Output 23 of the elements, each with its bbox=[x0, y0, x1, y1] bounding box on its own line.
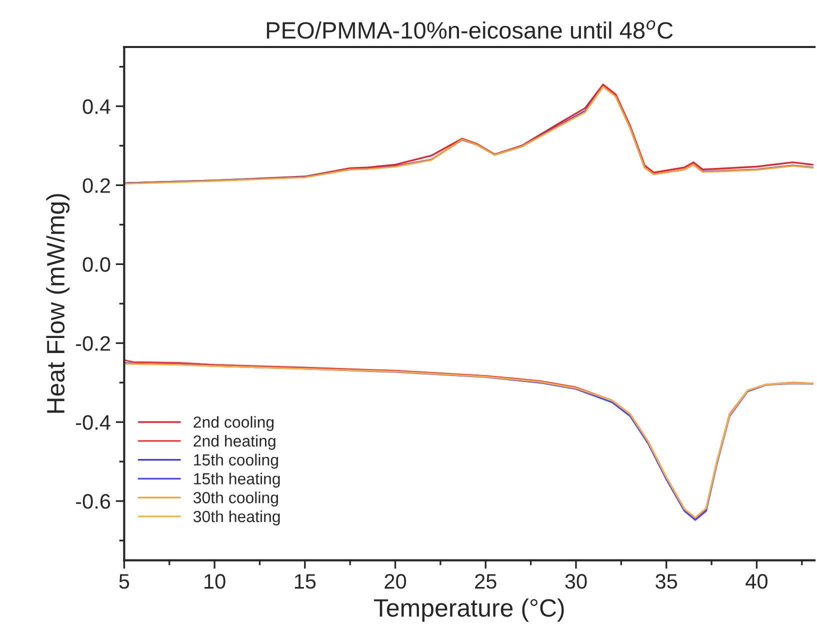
legend-label: 30th cooling bbox=[193, 492, 278, 506]
x-tick-label: 20 bbox=[384, 574, 406, 589]
x-tick-label: 10 bbox=[204, 574, 226, 589]
chart-title: PEO/PMMA-10%n-eicosane until 48$^{o}$C bbox=[266, 20, 673, 39]
legend-label: 2nd cooling bbox=[194, 416, 274, 431]
legend-label: 2nd heating bbox=[194, 434, 276, 450]
x-tick-label: 35 bbox=[656, 574, 678, 589]
x-tick-label: 5 bbox=[119, 574, 130, 589]
y-tick-label: -0.2 bbox=[76, 336, 110, 351]
y-tick-label: -0.4 bbox=[76, 415, 110, 430]
y-tick-label: 0.2 bbox=[82, 178, 110, 193]
y-tick-label: -0.6 bbox=[76, 494, 110, 509]
x-axis-title: Temperature (°C) bbox=[374, 598, 564, 622]
y-tick-label: 0.0 bbox=[82, 257, 110, 272]
y-axis-title: Heat Flow (mW/mg) bbox=[46, 194, 70, 413]
y-tick-label: 0.4 bbox=[82, 99, 110, 114]
x-tick-label: 15 bbox=[294, 574, 316, 589]
x-tick-label: 25 bbox=[475, 574, 496, 589]
legend-label: 30th heating bbox=[193, 510, 280, 526]
legend-label: 15th heating bbox=[194, 472, 280, 488]
x-tick-label: 30 bbox=[565, 574, 587, 589]
legend-label: 15th cooling bbox=[194, 454, 278, 469]
x-tick-label: 40 bbox=[746, 574, 768, 589]
